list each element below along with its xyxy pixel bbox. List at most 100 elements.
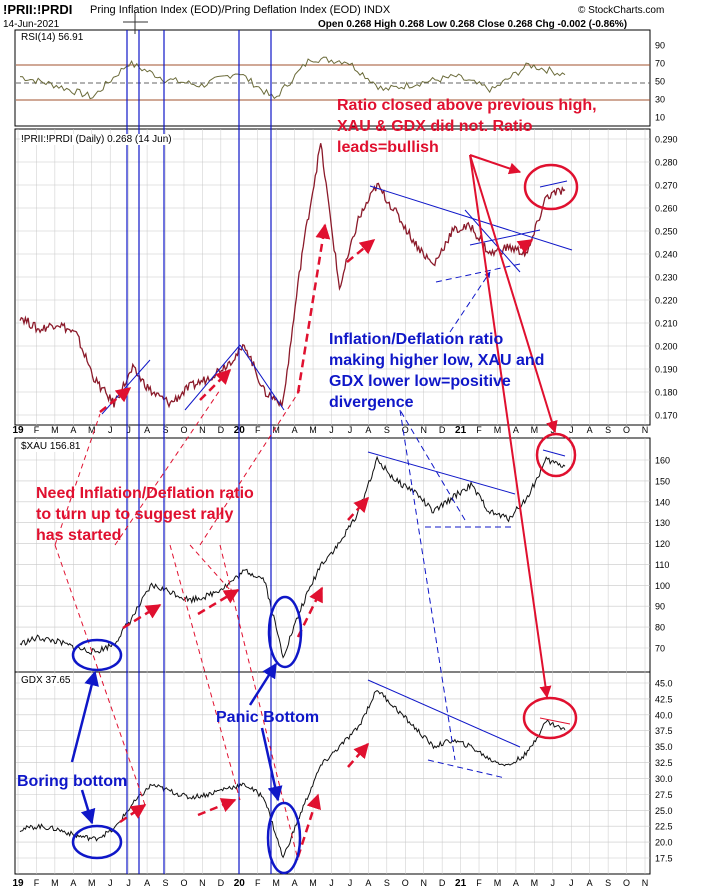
x-tick-label: S bbox=[163, 878, 169, 888]
blue-connector-2 bbox=[399, 409, 456, 761]
chart-name: Pring Inflation Index (EOD)/Pring Deflat… bbox=[90, 4, 391, 16]
x-tick-label: M bbox=[272, 878, 280, 888]
x-tick-label: F bbox=[34, 878, 40, 888]
divergence-note: Inflation/Deflation ratio making higher … bbox=[329, 329, 544, 413]
x-tick-label: J bbox=[329, 878, 334, 888]
x-tick-label: M bbox=[309, 425, 317, 435]
xau-gdx-trendlines bbox=[367, 449, 571, 779]
trendline-2 bbox=[184, 344, 241, 411]
red-connector-7 bbox=[219, 544, 299, 861]
x-tick-label: N bbox=[420, 425, 427, 435]
need-note: Need Inflation/Deflation ratio to turn u… bbox=[36, 483, 254, 546]
ratio-tick-label: 0.280 bbox=[655, 158, 678, 168]
red-connector-4 bbox=[169, 544, 241, 801]
red-arrow-13 bbox=[347, 742, 369, 768]
x-tick-label: S bbox=[605, 878, 611, 888]
red-arrow-8 bbox=[296, 586, 324, 638]
x-tick-label: M bbox=[88, 878, 96, 888]
x-tick-label: A bbox=[365, 878, 371, 888]
xau-label: $XAU 156.81 bbox=[20, 441, 82, 452]
ratio-note-line-3: leads=bullish bbox=[337, 139, 439, 156]
crosshair-icon bbox=[123, 12, 148, 34]
x-tick-label: M bbox=[494, 425, 502, 435]
blue-connectors bbox=[399, 271, 491, 761]
chart-date: 14-Jun-2021 bbox=[3, 19, 60, 30]
xau-tick-label: 150 bbox=[655, 476, 670, 486]
red-connector-5 bbox=[189, 544, 231, 591]
x-tick-label: J bbox=[348, 878, 353, 888]
gdx-tick-label: 35.0 bbox=[655, 742, 673, 752]
chart-symbol: !PRII:!PRDI bbox=[3, 2, 73, 17]
gdx-price-line bbox=[19, 690, 566, 859]
ratio-tick-label: 0.230 bbox=[655, 273, 678, 283]
x-tick-label: A bbox=[144, 425, 150, 435]
x-tick-label: O bbox=[180, 425, 187, 435]
blue-arrow-boring-gdx bbox=[80, 789, 96, 825]
gdx-panic-circle bbox=[266, 801, 302, 875]
x-tick-label: 19 bbox=[12, 425, 24, 436]
rsi-label: RSI(14) 56.91 bbox=[20, 32, 85, 43]
divergence-note-line-4: divergence bbox=[329, 394, 414, 411]
gdx-trendline-3 bbox=[539, 717, 571, 725]
red-arrow-10 bbox=[119, 803, 147, 824]
x-tick-label: O bbox=[180, 878, 187, 888]
xau-tick-label: 80 bbox=[655, 623, 665, 633]
blue-arrow-boring-xau bbox=[70, 670, 99, 763]
x-tick-label: 19 bbox=[12, 878, 24, 889]
red-arrow-4 bbox=[346, 239, 376, 263]
xau-tick-label: 140 bbox=[655, 497, 670, 507]
x-tick-label: A bbox=[365, 425, 371, 435]
x-tick-label: M bbox=[51, 878, 59, 888]
x-tick-label: 21 bbox=[455, 425, 467, 436]
x-tick-label: J bbox=[108, 425, 113, 435]
ratio-tick-label: 0.200 bbox=[655, 342, 678, 352]
xau-trendline-1 bbox=[367, 451, 516, 495]
gdx-tick-label: 27.5 bbox=[655, 790, 673, 800]
x-tick-label: J bbox=[108, 878, 113, 888]
gdx-label: GDX 37.65 bbox=[20, 675, 72, 686]
gdx-panel bbox=[14, 671, 651, 875]
trendline-8 bbox=[435, 263, 521, 283]
x-tick-label: F bbox=[255, 878, 261, 888]
source-credit: © StockCharts.com bbox=[578, 5, 665, 16]
divergence-note-line-2: making higher low, XAU and bbox=[329, 352, 545, 369]
ratio-high-circle bbox=[523, 163, 579, 211]
x-tick-label: M bbox=[531, 425, 539, 435]
rsi-tick-label: 50 bbox=[655, 77, 665, 87]
rsi-tick-label: 30 bbox=[655, 95, 665, 105]
x-tick-label: M bbox=[88, 425, 96, 435]
xau-trendline-3 bbox=[542, 449, 566, 457]
gdx-tick-label: 42.5 bbox=[655, 694, 673, 704]
red-solid-arrow-1 bbox=[469, 154, 522, 175]
red-arrow-12 bbox=[296, 793, 321, 858]
trendline-3 bbox=[239, 344, 285, 411]
rsi-panel bbox=[14, 29, 651, 127]
x-tick-label: A bbox=[587, 878, 593, 888]
panic-note: Panic Bottom bbox=[216, 709, 320, 726]
x-tick-label: 21 bbox=[455, 878, 467, 889]
ratio-tick-label: 0.170 bbox=[655, 411, 678, 421]
gdx-tick-label: 20.0 bbox=[655, 838, 673, 848]
divergence-note-line-1: Inflation/Deflation ratio bbox=[329, 331, 504, 348]
vertical-markers bbox=[126, 30, 272, 874]
red-arrow-5 bbox=[516, 238, 534, 254]
gdx-trendline-2 bbox=[427, 759, 506, 779]
red-connector-6 bbox=[199, 389, 301, 546]
ratio-tick-label: 0.240 bbox=[655, 250, 678, 260]
x-tick-label: D bbox=[218, 878, 225, 888]
gdx-tick-label: 45.0 bbox=[655, 679, 673, 689]
red-connector-2 bbox=[54, 544, 146, 806]
xau-tick-label: 110 bbox=[655, 560, 669, 570]
gdx-tick-label: 32.5 bbox=[655, 758, 673, 768]
red-solid-arrow-3 bbox=[469, 154, 552, 699]
red-arrow-1 bbox=[99, 387, 132, 413]
x-tick-label: A bbox=[70, 878, 76, 888]
tick-labels: 10 30 50 70 90 0.170 0.180 0.190 0.200 0.210 0.220… bbox=[12, 41, 677, 890]
gdx-high-circle bbox=[522, 696, 578, 740]
x-tick-label: A bbox=[292, 878, 298, 888]
x-tick-label: O bbox=[402, 878, 409, 888]
x-tick-label: M bbox=[272, 425, 280, 435]
xau-panic-circle bbox=[267, 595, 303, 669]
x-tick-label: A bbox=[292, 425, 298, 435]
gdx-trendline-1 bbox=[367, 679, 521, 748]
